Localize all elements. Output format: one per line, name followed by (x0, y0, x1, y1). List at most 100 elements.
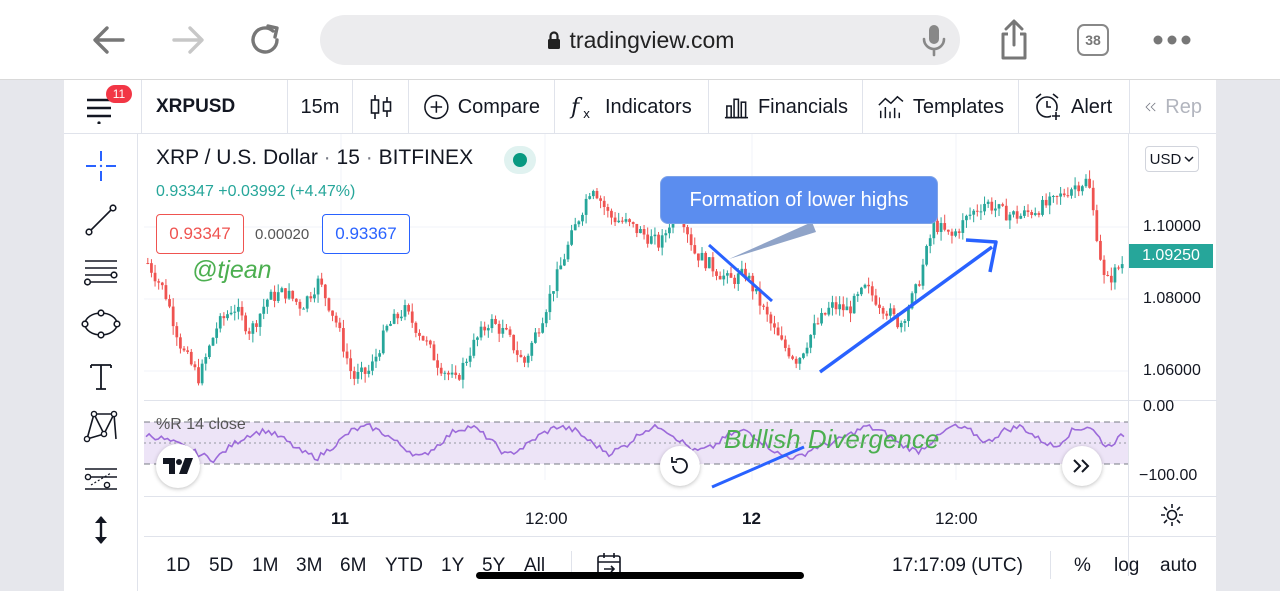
utc-clock[interactable]: 17:17:09 (UTC) (892, 555, 1023, 576)
share-button[interactable] (992, 18, 1036, 62)
patterns-tool[interactable] (81, 406, 121, 446)
svg-text:f: f (569, 95, 583, 120)
financials-label: Financials (757, 95, 848, 118)
candle-body (287, 290, 291, 299)
candle-body (845, 306, 849, 311)
go-to-date-button[interactable] (595, 551, 623, 584)
range-1y[interactable]: 1Y (441, 555, 465, 576)
candle-body (990, 201, 994, 211)
replay-label: Rep (1165, 95, 1202, 118)
candle-body (983, 203, 986, 212)
menu-button[interactable]: 11 (64, 80, 142, 134)
fib-tool[interactable] (81, 252, 121, 292)
range-ytd[interactable]: YTD (385, 555, 423, 576)
interval-button[interactable]: 15m (288, 80, 353, 134)
candle-body (396, 313, 400, 319)
lower-highs-trendline[interactable] (708, 243, 773, 303)
candle-body (515, 350, 519, 355)
candle-body (1041, 199, 1044, 215)
measure-tool[interactable] (81, 510, 121, 550)
candle-body (1091, 187, 1095, 211)
candle-body (399, 316, 403, 319)
browser-toolbar: tradingview.com 38 (0, 0, 1280, 80)
scroll-to-latest-button[interactable] (1062, 446, 1102, 486)
candle-body (407, 305, 410, 312)
currency-selector[interactable]: USD (1145, 146, 1199, 172)
range-1d[interactable]: 1D (166, 555, 191, 576)
text-tool[interactable] (81, 356, 121, 396)
time-axis[interactable]: 11 12:00 12 12:00 (144, 496, 1128, 536)
range-3m[interactable]: 3M (296, 555, 323, 576)
candle-body (979, 211, 983, 213)
price-chart[interactable] (144, 134, 1128, 480)
alert-button[interactable]: Alert (1019, 80, 1130, 134)
candle-body (867, 284, 871, 287)
forward-button[interactable] (166, 18, 210, 62)
candle-body (302, 308, 305, 310)
candle-body (769, 314, 773, 324)
current-price-label: 1.09250 (1129, 244, 1213, 268)
legend-change: +0.03992 (+4.47%) (218, 183, 356, 200)
candle-body (783, 339, 787, 348)
reload-button[interactable] (244, 18, 288, 62)
candle-body (363, 367, 367, 374)
market-status-indicator[interactable] (504, 146, 536, 174)
shapes-tool[interactable] (81, 304, 121, 344)
price-axis[interactable]: USD 1.10000 1.08000 1.06000 1.09250 0.00… (1128, 134, 1217, 576)
candle-body (646, 234, 650, 244)
buy-button[interactable]: 0.93367 (322, 214, 410, 254)
chart-settings-button[interactable] (1159, 502, 1185, 533)
reset-chart-button[interactable] (660, 446, 700, 486)
ellipse-icon (81, 309, 121, 339)
auto-toggle[interactable]: auto (1160, 555, 1197, 576)
range-1m[interactable]: 1M (252, 555, 279, 576)
log-toggle[interactable]: log (1114, 555, 1140, 576)
range-6m[interactable]: 6M (340, 555, 367, 576)
candle-body (628, 219, 631, 223)
chart-type-button[interactable] (353, 80, 409, 134)
compare-button[interactable]: Compare (409, 80, 555, 134)
candle-body (946, 229, 950, 232)
address-bar[interactable]: tradingview.com (320, 15, 960, 65)
candle-body (537, 332, 541, 334)
candle-body (309, 296, 313, 299)
back-arrow-icon (93, 26, 125, 54)
range-all[interactable]: All (524, 555, 546, 576)
templates-button[interactable]: Templates (863, 80, 1019, 134)
candle-body (791, 356, 794, 359)
lower-highs-callout[interactable]: Formation of lower highs (660, 176, 938, 224)
tab-count-button[interactable]: 38 (1077, 24, 1109, 56)
candle-body (403, 305, 407, 317)
candle-body (410, 311, 414, 323)
trend-line-tool[interactable] (81, 200, 121, 240)
candle-body (294, 298, 298, 302)
microphone-button[interactable] (912, 18, 956, 62)
candle-body (418, 332, 421, 336)
compare-label: Compare (457, 95, 540, 118)
prediction-tool[interactable] (81, 458, 121, 498)
range-5y[interactable]: 5Y (482, 555, 506, 576)
symbol-search-button[interactable]: XRPUSD (142, 80, 288, 134)
wr-series-line (145, 423, 1125, 464)
candle-body (722, 275, 726, 280)
range-5d[interactable]: 5D (209, 555, 234, 576)
candle-body (255, 323, 258, 327)
uptrend-arrow-line[interactable] (818, 245, 994, 374)
crosshair-tool[interactable] (81, 146, 121, 186)
tradingview-logo[interactable] (156, 444, 200, 488)
candle-body (773, 323, 776, 328)
williams-r-pane[interactable] (144, 400, 1128, 496)
replay-button[interactable]: Rep (1130, 80, 1216, 134)
more-button[interactable] (1150, 18, 1194, 62)
candle-body (262, 306, 266, 314)
candle-body (653, 234, 657, 237)
sell-button[interactable]: 0.93347 (156, 214, 244, 254)
financials-button[interactable]: Financials (709, 80, 863, 134)
back-button[interactable] (87, 18, 131, 62)
divergence-trendline[interactable] (711, 445, 805, 489)
candle-body (863, 284, 867, 288)
candle-body (175, 326, 179, 338)
percent-toggle[interactable]: % (1074, 555, 1091, 576)
